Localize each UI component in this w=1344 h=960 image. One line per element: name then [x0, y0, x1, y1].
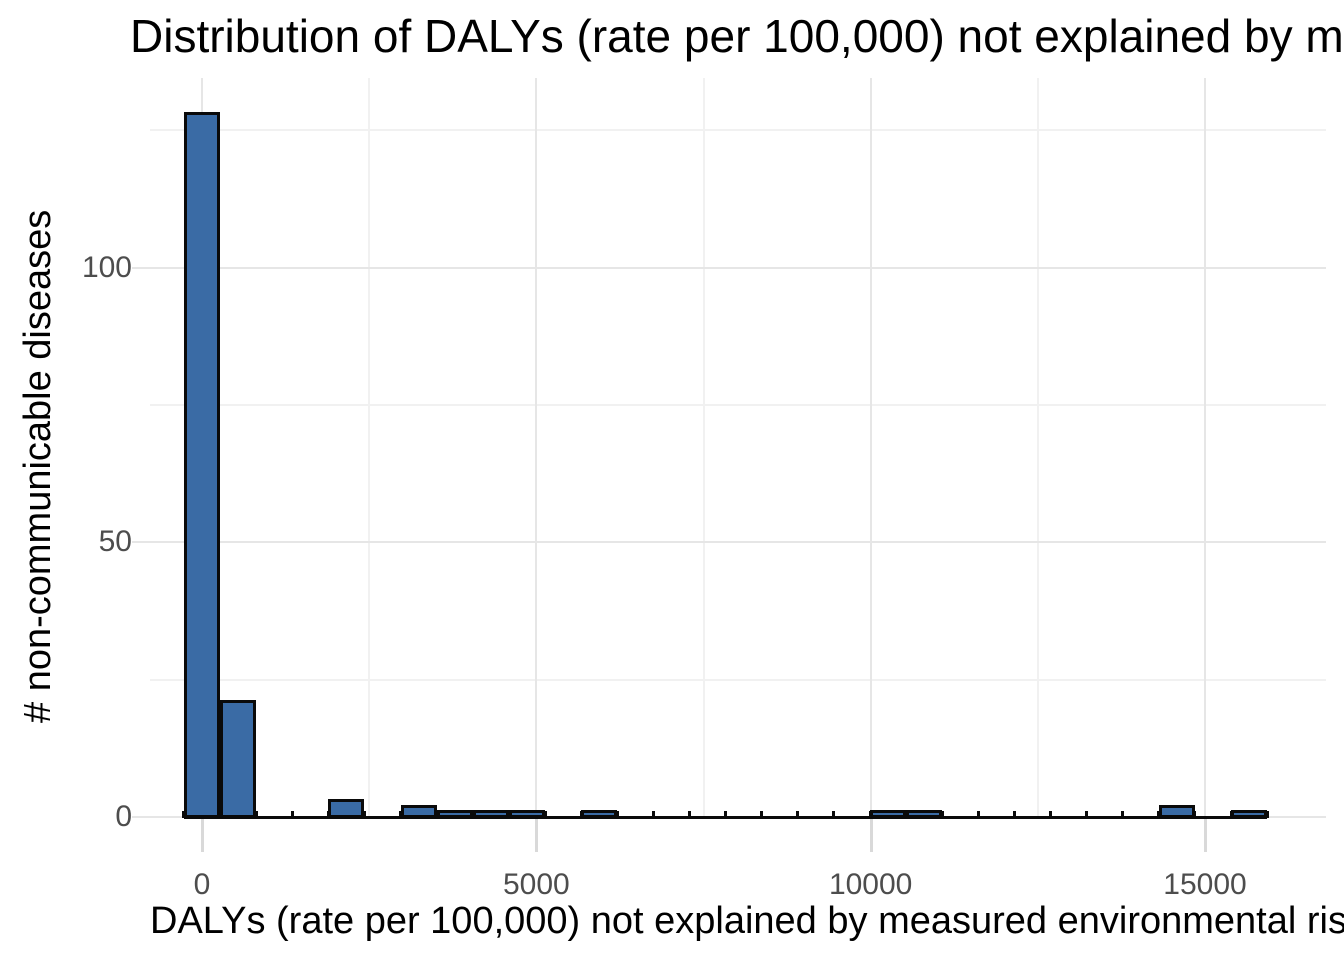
histogram-bar	[220, 700, 257, 819]
chart-title: Distribution of DALYs (rate per 100,000)…	[130, 10, 1344, 62]
y-minor-gridline	[150, 678, 1326, 681]
bin-boundary-nub	[976, 811, 980, 818]
y-tick-label: 0	[115, 800, 132, 833]
bin-boundary-nub	[940, 811, 944, 818]
bin-boundary-nub	[832, 811, 836, 818]
y-axis-title: # non-communicable diseases	[17, 209, 59, 723]
bin-boundary-nub	[362, 811, 366, 818]
bin-boundary-nub	[1265, 811, 1269, 818]
bin-boundary-nub	[543, 811, 547, 818]
x-axis-tick	[201, 818, 204, 852]
histogram-bar	[400, 804, 437, 819]
bin-boundary-nub	[1085, 811, 1089, 818]
histogram-bar	[183, 112, 221, 819]
y-major-gridline	[132, 541, 1326, 544]
y-major-gridline	[132, 266, 1326, 269]
histogram-bar	[436, 810, 473, 819]
x-minor-gridline	[368, 78, 371, 817]
x-axis-tick	[869, 818, 873, 852]
histogram-bar	[581, 810, 618, 819]
bin-boundary-nub	[1121, 811, 1125, 818]
x-major-gridline	[1204, 78, 1206, 817]
y-minor-gridline	[150, 129, 1326, 132]
x-minor-gridline	[1036, 78, 1039, 817]
x-tick-label: 10000	[828, 868, 913, 901]
histogram-bar	[870, 810, 907, 819]
x-major-gridline	[535, 78, 538, 817]
histogram-bar	[1158, 804, 1195, 819]
x-minor-gridline	[702, 78, 705, 817]
bin-boundary-nub	[651, 811, 655, 818]
bin-boundary-nub	[1012, 811, 1016, 818]
histogram-bar	[508, 810, 545, 819]
histogram-bar	[906, 810, 943, 819]
y-minor-gridline	[150, 403, 1326, 406]
x-axis-tick	[1204, 818, 1207, 852]
x-tick-label: 0	[193, 868, 211, 901]
x-tick-label: 15000	[1163, 868, 1247, 901]
bin-boundary-nub	[290, 811, 294, 818]
histogram-bar	[328, 799, 365, 819]
x-axis-title: DALYs (rate per 100,000) not explained b…	[150, 900, 1344, 942]
y-tick-label: 100	[81, 250, 132, 284]
x-major-gridline	[869, 78, 872, 817]
histogram-bar	[1231, 810, 1268, 819]
x-axis-tick	[535, 818, 539, 852]
bin-boundary-nub	[760, 811, 764, 818]
bin-boundary-nub	[1049, 811, 1053, 818]
x-tick-label: 5000	[502, 868, 570, 901]
bin-boundary-nub	[1193, 811, 1197, 818]
bin-boundary-nub	[724, 811, 728, 818]
bin-boundary-nub	[687, 811, 691, 818]
histogram-bar	[472, 810, 509, 819]
bin-boundary-nub	[254, 811, 258, 818]
bin-boundary-nub	[615, 811, 619, 818]
y-tick-label: 50	[98, 525, 132, 559]
bin-boundary-nub	[796, 811, 800, 818]
